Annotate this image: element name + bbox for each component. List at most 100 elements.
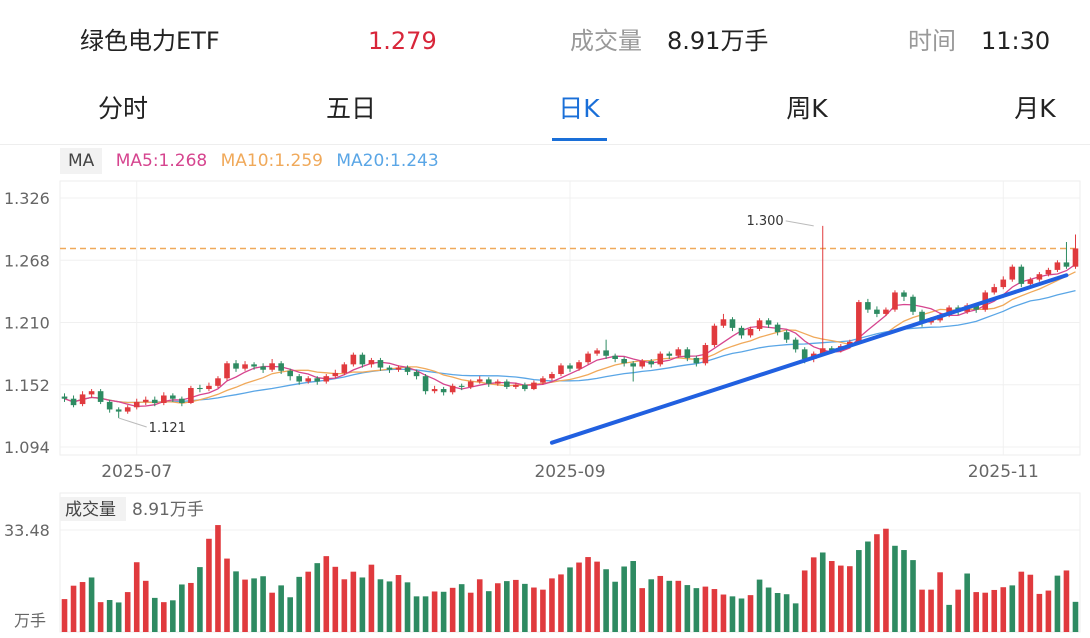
volume-bar — [97, 602, 104, 632]
candle — [296, 374, 303, 385]
volume-bar — [892, 545, 898, 632]
candle — [1045, 267, 1052, 277]
volume-bar — [585, 557, 591, 632]
candle — [1027, 277, 1034, 287]
candle-body — [856, 302, 862, 342]
volume-bar — [485, 591, 492, 632]
tab-weekly-k[interactable]: 周K — [786, 94, 828, 123]
candle — [251, 362, 257, 370]
candle — [431, 385, 438, 394]
tab-intraday[interactable]: 分时 — [97, 94, 149, 123]
candle-body — [919, 311, 925, 323]
volume-bar — [296, 576, 303, 632]
legend-ma10: MA10:1.259 — [220, 151, 323, 171]
candle — [892, 290, 898, 312]
candle-body — [693, 357, 700, 364]
candle — [910, 294, 916, 315]
candle-body — [819, 348, 826, 354]
candle-body — [142, 399, 149, 402]
volume-bar — [1036, 593, 1043, 632]
volume-title-bg — [60, 497, 126, 521]
volume-bar — [693, 588, 700, 632]
volume-bar — [1000, 587, 1007, 632]
candle-body — [774, 324, 781, 333]
candle-body — [531, 382, 537, 390]
candle-body — [359, 354, 366, 365]
candle — [522, 382, 528, 392]
volume-bar — [684, 585, 691, 632]
volume-bar — [1072, 601, 1079, 632]
volume-bar — [558, 574, 564, 632]
volume-bar — [901, 550, 907, 632]
volume-bar — [621, 566, 627, 632]
volume-bar — [332, 566, 339, 632]
candle-body — [323, 376, 330, 382]
volume-bar — [404, 582, 411, 632]
volume-label: 成交量 — [570, 27, 642, 55]
volume-bar — [883, 528, 889, 632]
candle — [133, 398, 140, 410]
candle-body — [79, 394, 86, 405]
volume-y-tick: 33.48 — [4, 521, 50, 540]
volume-bar — [531, 587, 537, 632]
candle-body — [287, 370, 293, 377]
candle-body — [106, 401, 113, 410]
candle-body — [874, 309, 880, 314]
volume-bar — [1009, 585, 1016, 632]
tab-monthly-k[interactable]: 月K — [1014, 94, 1056, 123]
candle — [142, 396, 149, 406]
candle — [549, 371, 555, 381]
candle-body — [251, 364, 257, 367]
candle — [865, 298, 871, 313]
volume-bar — [819, 552, 826, 632]
volume-bar — [711, 589, 718, 632]
candle — [422, 374, 429, 395]
x-tick-label: 2025-11 — [968, 462, 1039, 482]
volume-bar — [70, 585, 77, 632]
volume-bar — [504, 581, 510, 632]
volume-bar — [224, 558, 230, 632]
volume-bar — [79, 582, 86, 632]
volume-bar — [287, 597, 293, 632]
candle-body — [576, 362, 582, 369]
candle-body — [630, 363, 636, 367]
candle-body — [756, 320, 763, 329]
candle-body — [206, 385, 212, 390]
candle-body — [350, 354, 357, 365]
candle — [485, 377, 492, 387]
candle-body — [88, 391, 95, 395]
volume-bar — [828, 561, 835, 632]
candle — [476, 376, 483, 384]
candle — [260, 363, 266, 373]
volume-bar — [197, 567, 203, 632]
y-tick-label: 1.152 — [4, 376, 50, 395]
tab-daily-k[interactable]: 日K — [558, 94, 600, 123]
candle-body — [666, 353, 673, 356]
legend-ma5: MA5:1.268 — [115, 151, 208, 171]
volume-bar — [124, 592, 131, 632]
volume-bar — [982, 592, 989, 632]
volume-bar — [377, 579, 384, 632]
tab-five-day[interactable]: 五日 — [325, 94, 377, 123]
volume-bar — [919, 589, 925, 632]
candle-body — [946, 307, 952, 315]
volume-bar — [106, 600, 113, 632]
candle — [188, 385, 194, 405]
volume-bar — [233, 571, 239, 632]
volume-bar — [964, 573, 970, 632]
active-tab-underline — [552, 138, 607, 141]
candle-body — [197, 387, 203, 390]
candle-body — [431, 389, 438, 392]
volume-bar — [206, 538, 212, 632]
low-pointer — [118, 417, 147, 428]
candle — [684, 347, 691, 362]
volume-bar — [413, 596, 420, 632]
candle — [404, 365, 411, 376]
candle — [1018, 264, 1025, 288]
candle — [359, 352, 366, 368]
candle — [738, 325, 745, 339]
fund-name: 绿色电力ETF — [80, 27, 220, 55]
ma-legend: MA MA5:1.268 MA10:1.259 MA20:1.243 — [60, 148, 447, 174]
candle — [819, 225, 826, 355]
